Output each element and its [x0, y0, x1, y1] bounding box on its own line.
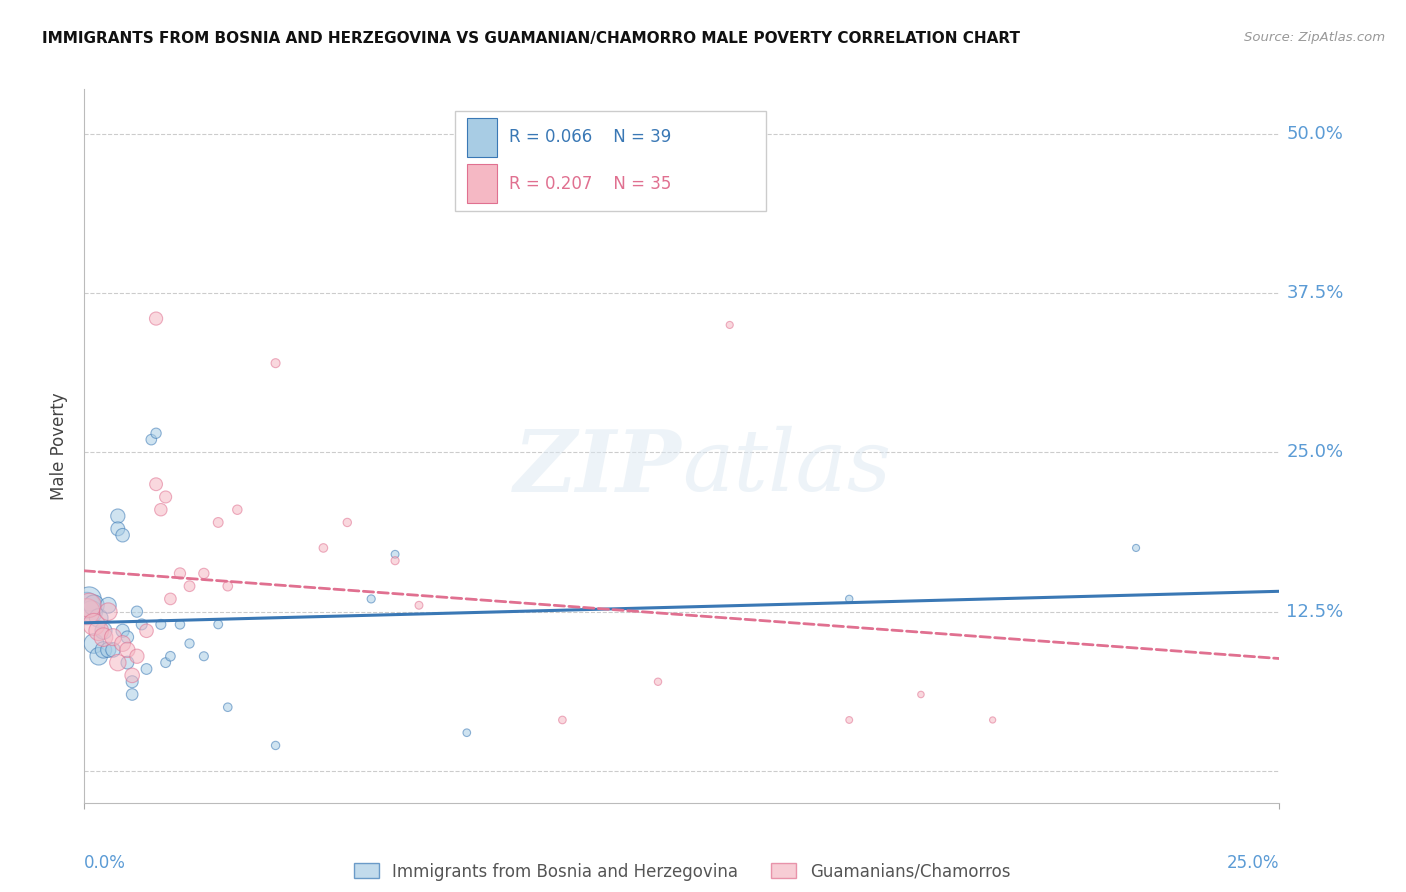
Text: 25.0%: 25.0% [1227, 854, 1279, 871]
Point [77, 591, 100, 606]
Point [111, 528, 134, 542]
Point [910, 688, 932, 702]
Point [107, 522, 129, 536]
Point [87, 611, 110, 625]
Point [384, 554, 406, 568]
Point [107, 656, 129, 670]
Point [264, 739, 287, 753]
Point [121, 674, 143, 689]
Point [384, 547, 406, 561]
Point [169, 566, 191, 581]
Point [141, 433, 163, 447]
Point [135, 624, 157, 638]
Point [80, 605, 103, 619]
Point [360, 591, 382, 606]
Point [179, 579, 201, 593]
Point [145, 477, 167, 491]
Point [131, 617, 153, 632]
Point [551, 713, 574, 727]
Point [207, 617, 229, 632]
Point [97, 599, 120, 613]
Point [83, 599, 105, 613]
Text: ZIP: ZIP [515, 425, 682, 509]
Text: atlas: atlas [682, 426, 891, 508]
Point [107, 509, 129, 524]
Text: 50.0%: 50.0% [1286, 125, 1343, 143]
Point [117, 656, 139, 670]
Text: R = 0.207    N = 35: R = 0.207 N = 35 [509, 175, 671, 193]
Point [135, 662, 157, 676]
Point [121, 688, 143, 702]
Point [76, 599, 98, 613]
Point [93, 643, 115, 657]
Point [1125, 541, 1147, 555]
Point [193, 566, 215, 581]
Point [217, 579, 239, 593]
Point [117, 643, 139, 657]
Point [97, 643, 120, 657]
Y-axis label: Male Poverty: Male Poverty [51, 392, 69, 500]
Text: 25.0%: 25.0% [1286, 443, 1344, 461]
Point [121, 668, 143, 682]
FancyBboxPatch shape [456, 111, 765, 211]
Point [97, 605, 120, 619]
Point [93, 624, 115, 638]
Point [93, 630, 115, 644]
Point [145, 311, 167, 326]
Text: IMMIGRANTS FROM BOSNIA AND HERZEGOVINA VS GUAMANIAN/CHAMORRO MALE POVERTY CORREL: IMMIGRANTS FROM BOSNIA AND HERZEGOVINA V… [42, 31, 1021, 46]
Point [87, 649, 110, 664]
Point [226, 502, 249, 516]
Point [336, 516, 359, 530]
Point [264, 356, 287, 370]
Point [111, 636, 134, 650]
Point [159, 591, 181, 606]
Point [125, 605, 148, 619]
Point [149, 502, 172, 516]
Point [83, 636, 105, 650]
Point [169, 617, 191, 632]
Point [838, 713, 860, 727]
Point [647, 674, 669, 689]
Point [77, 599, 100, 613]
Point [179, 636, 201, 650]
Legend: Immigrants from Bosnia and Herzegovina, Guamanians/Chamorros: Immigrants from Bosnia and Herzegovina, … [347, 856, 1017, 888]
Point [76, 605, 98, 619]
Text: 37.5%: 37.5% [1286, 284, 1344, 302]
Point [312, 541, 335, 555]
Point [207, 516, 229, 530]
Point [155, 490, 177, 504]
Point [125, 649, 148, 664]
Point [193, 649, 215, 664]
Point [83, 617, 105, 632]
Text: 12.5%: 12.5% [1286, 603, 1344, 621]
Point [101, 643, 124, 657]
Point [145, 426, 167, 441]
Point [101, 630, 124, 644]
Point [981, 713, 1004, 727]
Point [217, 700, 239, 714]
FancyBboxPatch shape [467, 164, 496, 203]
Text: 0.0%: 0.0% [84, 854, 127, 871]
Point [456, 725, 478, 739]
Text: Source: ZipAtlas.com: Source: ZipAtlas.com [1244, 31, 1385, 45]
Point [159, 649, 181, 664]
Point [838, 591, 860, 606]
Point [87, 624, 110, 638]
Point [718, 318, 741, 332]
Point [155, 656, 177, 670]
Point [408, 599, 430, 613]
Point [111, 624, 134, 638]
FancyBboxPatch shape [467, 118, 496, 157]
Text: R = 0.066    N = 39: R = 0.066 N = 39 [509, 128, 671, 146]
Point [117, 630, 139, 644]
Point [149, 617, 172, 632]
